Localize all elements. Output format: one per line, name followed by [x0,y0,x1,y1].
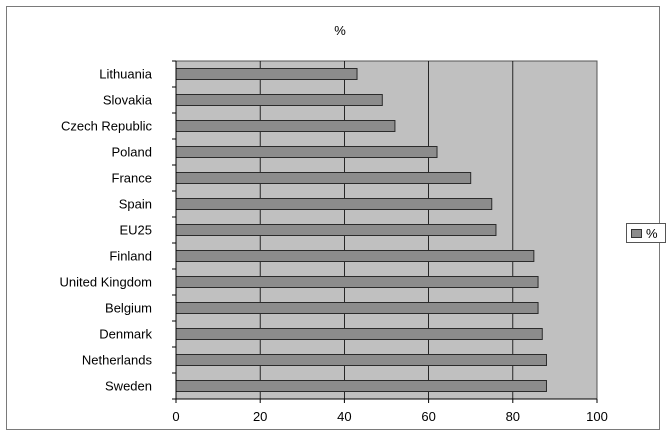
x-tick-label: 40 [337,409,351,424]
y-tick-label: United Kingdom [60,275,153,290]
bar [175,328,543,340]
bar [175,94,383,106]
bar [175,276,539,288]
x-tick-label: 100 [586,409,608,424]
y-tick-label: Netherlands [82,353,153,368]
bar [175,380,547,392]
legend: % [626,223,666,243]
bar [175,224,497,236]
y-tick-label: EU25 [119,223,152,238]
x-tick-label: 0 [172,409,179,424]
chart-frame [6,6,660,430]
x-tick-label: 60 [421,409,435,424]
y-tick-label: Spain [119,197,152,212]
x-tick-label: 20 [253,409,267,424]
y-tick-label: Czech Republic [61,119,153,134]
bar [175,198,493,210]
y-tick-label: Sweden [105,379,152,394]
x-axis: 0 20 40 60 80 100 [172,398,608,424]
y-tick-label: Denmark [99,327,152,342]
y-tick-label: Poland [112,145,152,160]
bar [175,172,472,184]
y-axis: Lithuania Slovakia Czech Republic Poland Fra… [60,60,177,400]
y-tick-label: Lithuania [99,67,153,82]
bar-series [175,68,547,392]
bar [175,68,358,80]
chart-title: % [334,23,346,38]
y-tick-label: France [112,171,152,186]
y-tick-label: Slovakia [103,93,153,108]
bar [175,120,396,132]
bar [175,354,547,366]
bar [175,146,438,158]
legend-label: % [646,225,658,241]
bar [175,302,539,314]
y-tick-label: Belgium [105,301,152,316]
x-tick-label: 80 [506,409,520,424]
bar [175,250,535,262]
y-tick-label: Finland [109,249,152,264]
legend-swatch [631,228,642,238]
